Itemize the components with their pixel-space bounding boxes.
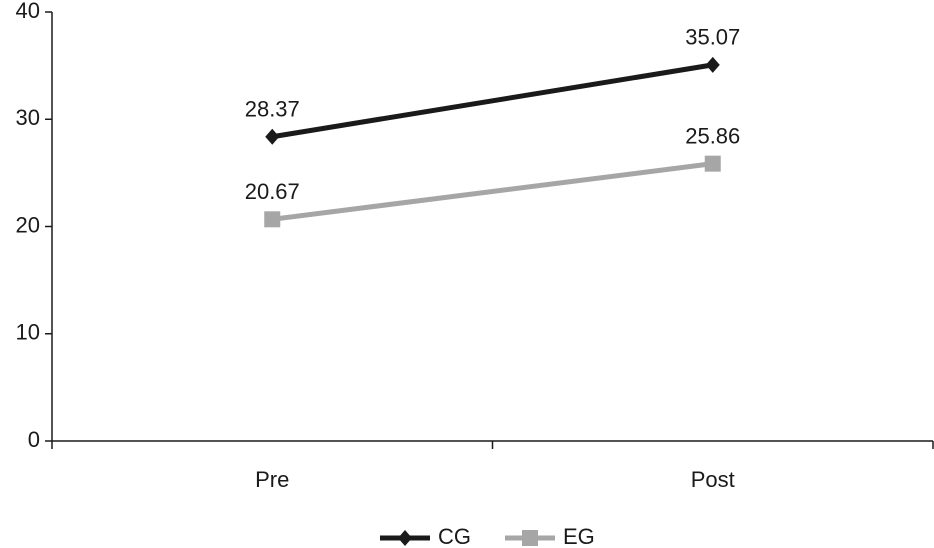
y-tick-label: 40 <box>16 0 40 23</box>
x-tick-label: Pre <box>255 467 289 492</box>
point <box>705 56 720 73</box>
legend-marker <box>522 530 538 546</box>
line <box>271 161 714 222</box>
y-tick-label: 0 <box>28 427 40 452</box>
point <box>265 128 280 145</box>
point <box>704 155 721 172</box>
data-label: 25.86 <box>685 123 740 148</box>
legend-label: EG <box>563 524 595 548</box>
line <box>271 62 714 140</box>
legend-marker <box>398 530 412 546</box>
y-tick-label: 10 <box>16 320 40 345</box>
y-tick-label: 30 <box>16 105 40 130</box>
y-tick-label: 20 <box>16 212 40 237</box>
x-tick-label: Post <box>691 467 735 492</box>
data-label: 35.07 <box>685 25 740 50</box>
legend-label: CG <box>438 524 471 548</box>
data-label: 28.37 <box>245 97 300 122</box>
point <box>264 211 281 228</box>
data-label: 20.67 <box>245 179 300 204</box>
